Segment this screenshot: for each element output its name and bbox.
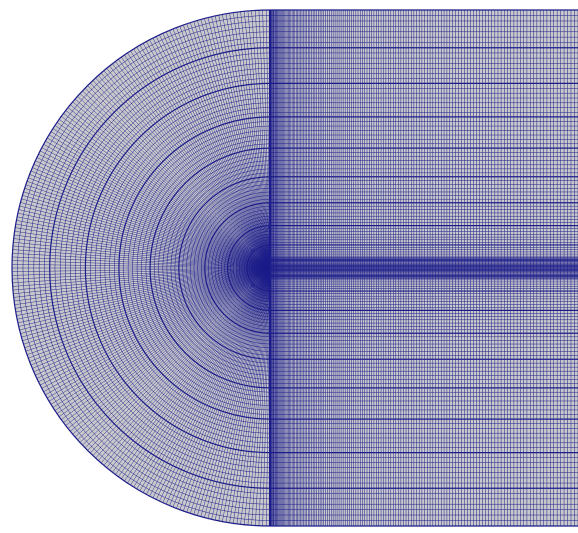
mesh-view xyxy=(0,0,578,533)
